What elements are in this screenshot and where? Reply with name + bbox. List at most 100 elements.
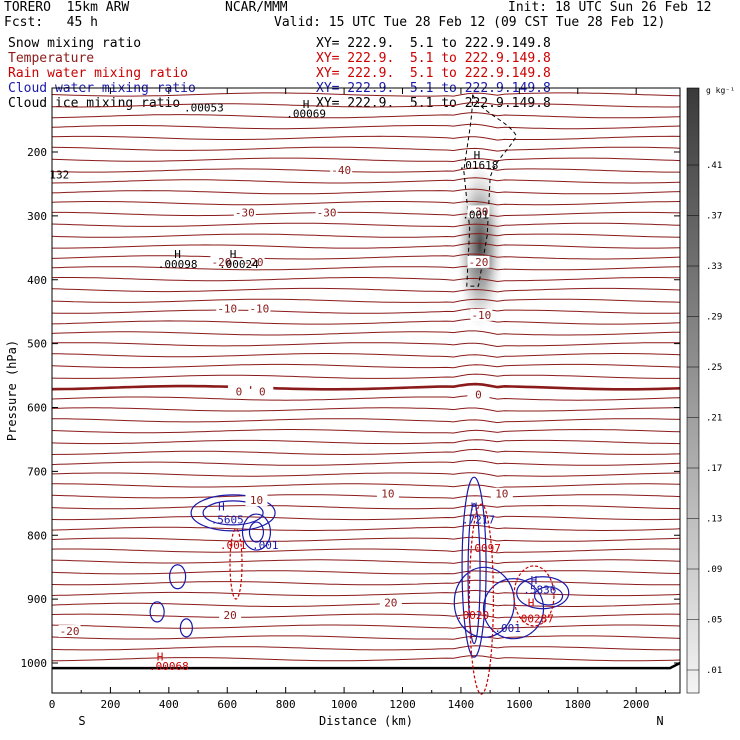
temperature-label-bg [216,302,239,315]
temperature-contour [51,624,681,630]
cloud-water-contour [248,521,265,543]
y-tick-label: 1000 [21,657,48,670]
temperature-label-bg [467,205,490,218]
temperature-contour [51,363,681,369]
temperature-label-bg [233,206,256,219]
colorbar-label: .17 [706,464,722,474]
temperature-contour [51,439,681,445]
cloud-water-contour [190,494,276,532]
colorbar-label: .33 [706,262,722,272]
temperature-contour [51,514,681,521]
x-tick-label: 1000 [331,698,358,711]
x-tick-label: 1200 [389,698,416,711]
temperature-contour [51,548,680,554]
temperature-contour [51,157,681,163]
temperature-contour [51,635,681,640]
temperature-label: -30 [317,207,337,220]
extrema-label: 132 [49,168,69,181]
model-title: TORERO 15km ARW [4,0,130,15]
extrema-label: .01618 [459,159,499,172]
extrema-label: H [474,149,481,162]
legend-xy-range: XY= 222.9. 5.1 to 222.9.149.8 [316,36,551,51]
temperature-label: 10 [495,488,508,501]
temperature-contour [51,222,681,228]
temperature-contour [51,253,681,260]
temperature-label-bg [470,308,493,321]
north-label: N [656,714,663,728]
temperature-label-bg [467,255,490,268]
temperature-contour [51,330,681,336]
temperature-contour [51,579,680,586]
temperature-contour [52,242,681,249]
temperature-label-bg [248,302,271,315]
temperature-contour [51,188,681,195]
x-tick-label: 2000 [623,698,650,711]
extrema-label: .0097 [468,542,501,555]
y-tick-label: 500 [27,338,47,351]
legend-xy-range: XY= 222.9. 5.1 to 222.9.149.8 [316,96,551,111]
extrema-label: H [218,501,225,514]
cloud-water-contour [149,601,165,623]
temperature-label: -30 [469,205,489,218]
cloud-ice-contour [463,94,517,287]
temperature-label: 20 [384,596,397,609]
temperature-contour [51,536,681,542]
temperature-contour [51,645,680,651]
cloud-water-contour [179,618,193,638]
temperature-label-bg [315,206,338,219]
legend-entry: Rain water mixing ratio [8,66,189,81]
ground-line [52,661,681,670]
temperature-label: -10 [471,309,491,322]
temperature-contour [51,167,680,173]
temperature-label-bg [330,163,353,176]
plot-frame [51,87,681,694]
temperature-contour [51,146,681,152]
temperature-label-bg [58,625,81,638]
temperature-label-bg [376,487,399,500]
extrema-label: .00068 [149,660,189,673]
temperature-label: 0 [236,386,243,399]
cloud-water-contour [169,564,187,590]
x-axis-label: Distance (km) [319,714,413,728]
colorbar-label: .09 [706,565,722,575]
temperature-label: -20 [244,256,264,269]
temperature-contour [51,123,681,130]
extrema-label: H [528,596,535,609]
legend-xy-range: XY= 222.9. 5.1 to 222.9.149.8 [316,51,551,66]
south-label: S [78,714,85,728]
temperature-label: -30 [235,207,255,220]
forecast-hour: Fcst: 45 h [4,15,98,30]
colorbar-label: .05 [706,616,722,626]
temperature-contour [51,373,680,379]
temperature-label: -20 [211,256,231,269]
temperature-contour [51,428,681,434]
y-axis-label: Pressure (hPa) [5,340,19,441]
colorbar-label: .01 [706,666,722,676]
temperature-contour [51,460,681,466]
temperature-label: 10 [381,488,394,501]
temperature-contour [51,135,681,141]
y-tick-label: 200 [27,146,47,159]
extrema-label: .001 [252,539,279,552]
extrema-label: .001 [494,622,521,635]
temperature-contour [51,287,681,293]
y-tick-label: 300 [27,210,47,223]
colorbar-label: .37 [706,212,722,222]
extrema-label: .00287 [514,612,554,625]
legend-entry: Cloud ice mixing ratio [8,96,181,111]
x-tick-label: 0 [49,698,56,711]
temperature-contour [51,418,681,424]
x-tick-label: 400 [159,698,179,711]
init-time: Init: 18 UTC Sun 26 Feb 12 [508,0,712,15]
temperature-contour [51,318,681,325]
x-tick-label: 800 [276,698,296,711]
extrema-label: .001 [462,209,489,222]
extrema-label: H [303,98,310,111]
y-tick-label: 700 [27,465,47,478]
temperature-contour [51,342,680,348]
y-tick-label: 600 [27,402,47,415]
temperature-contour [52,483,681,489]
extrema-label: H [157,651,164,664]
temperature-contour [51,233,681,238]
temperature-label-bg [490,487,513,500]
